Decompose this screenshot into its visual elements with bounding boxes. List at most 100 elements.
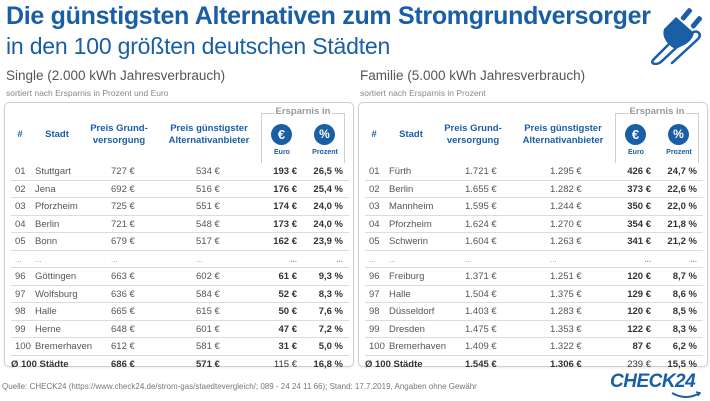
cell-grund-price: 1.624 € — [465, 218, 497, 230]
cell-alt-price: 534 € — [196, 166, 220, 177]
cell-rank: 98 — [369, 306, 380, 317]
cell-average-label: Ø 100 Städte — [365, 358, 423, 370]
cell-rank: 01 — [15, 166, 26, 177]
cell-city: Bremerhaven — [35, 341, 93, 352]
cell-savings-euro: 426 € — [627, 166, 651, 177]
cell-city: Pforzheim — [35, 201, 78, 212]
cell-alt-price: 1.306 € — [550, 358, 582, 370]
cell-alt-price: 517 € — [196, 236, 220, 247]
table-row: 97 Wolfsburg 636 € 584 € 52 € 8,3 % — [11, 286, 349, 303]
cell-grund-price: 1.403 € — [465, 306, 497, 317]
cell-savings-euro: 50 € — [278, 306, 298, 317]
cell-savings-pct: 7,6 % — [318, 306, 343, 317]
euro-icon: € — [625, 124, 646, 145]
cell-city: Mannheim — [389, 201, 434, 212]
cell-savings-euro: 176 € — [273, 183, 297, 195]
cell-grund-price: 1.475 € — [465, 323, 497, 335]
cell-grund-price: 663 € — [111, 271, 135, 282]
table-row: 01 Stuttgart 727 € 534 € 193 € 26,5 % — [11, 163, 349, 181]
cell-savings-pct: 16,8 % — [313, 358, 343, 370]
cell-alt-price: 551 € — [196, 201, 220, 212]
col-header-euro: Euro — [274, 149, 290, 156]
cell-city: Halle — [389, 288, 411, 300]
cell-savings-pct: 22,0 % — [667, 201, 697, 212]
table-body: 01 Stuttgart 727 € 534 € 193 € 26,5 % 02 Jena 69… — [11, 163, 349, 373]
cell-rank: 100 — [15, 341, 31, 352]
cell-savings-pct: 23,9 % — [313, 236, 343, 247]
table-row: 03 Pforzheim 725 € 551 € 174 € 24,0 % — [11, 198, 349, 216]
percent-icon: % — [668, 124, 689, 145]
table-row: 02 Berlin 1.655 € 1.282 € 373 € 22,6 % — [365, 181, 703, 198]
table-row: 100 Bremerhaven 612 € 581 € 31 € 5,0 % — [11, 338, 349, 356]
table-row: 99 Herne 648 € 601 € 47 € 7,2 % — [11, 321, 349, 338]
col-header-num: # — [371, 129, 377, 140]
cell-savings-euro: 173 € — [273, 218, 297, 230]
cell-grund-price: 1.545 € — [465, 358, 497, 370]
cell-city: Berlin — [35, 218, 60, 230]
cell-grund-price: 725 € — [111, 201, 135, 212]
cell-savings-pct: 7,2 % — [318, 323, 343, 335]
cell-rank: 03 — [369, 201, 380, 212]
cell-savings-euro: 31 € — [278, 341, 298, 352]
cell-average-label: Ø 100 Städte — [11, 358, 69, 370]
cell-alt-price: 1.283 € — [550, 306, 582, 317]
cell-grund-price: 1.721 € — [465, 166, 497, 177]
table-row: 96 Göttingen 663 € 602 € 61 € 9,3 % — [11, 268, 349, 286]
cell-city: Bonn — [35, 236, 58, 247]
cell-savings-euro: 120 € — [627, 271, 651, 282]
cell-rank: 05 — [15, 236, 26, 247]
cell-rank: 100 — [369, 341, 385, 352]
familie-title: Familie (5.000 kWh Jahresverbrauch) — [360, 68, 586, 83]
familie-subtitle: sortiert nach Ersparnis in Prozent — [360, 88, 486, 98]
cell-savings-pct: 24,0 % — [313, 201, 343, 212]
cell-grund-price: 648 € — [111, 323, 135, 335]
source-note: Quelle: CHECK24 (https://www.check24.de/… — [2, 382, 477, 391]
table-row: 02 Jena 692 € 516 € 176 € 25,4 % — [11, 181, 349, 198]
familie-panel: Familie (5.000 kWh Jahresverbrauch) sort… — [358, 68, 710, 370]
table-row-average: Ø 100 Städte 686 € 571 € 115 € 16,8 % — [11, 356, 349, 374]
cell-alt-price: ... — [550, 254, 557, 264]
cell-savings-euro: 129 € — [627, 288, 651, 300]
cell-rank: 98 — [15, 306, 26, 317]
savings-group: Ersparnis in € % Euro Prozent — [615, 106, 699, 163]
plug-icon — [651, 8, 702, 65]
cell-grund-price: ... — [465, 254, 472, 264]
cell-rank: 99 — [369, 323, 380, 335]
table-row: 04 Berlin 721 € 548 € 173 € 24,0 % — [11, 216, 349, 233]
cell-grund-price: 721 € — [111, 218, 135, 230]
cell-savings-pct: 26,5 % — [313, 166, 343, 177]
cell-city: Dresden — [389, 323, 425, 335]
cell-savings-euro: 174 € — [273, 201, 297, 212]
cell-alt-price: 581 € — [196, 341, 220, 352]
cell-alt-price: 1.353 € — [550, 323, 582, 335]
savings-group: Ersparnis in € % Euro Prozent — [261, 106, 345, 163]
cell-savings-euro: 87 € — [632, 341, 652, 352]
savings-group-label: Ersparnis in — [627, 106, 687, 117]
cell-savings-pct: 24,7 % — [667, 166, 697, 177]
cell-alt-price: 548 € — [196, 218, 220, 230]
table-row-ellipsis: .................. — [365, 251, 703, 268]
cell-savings-euro: 373 € — [627, 183, 651, 195]
cell-city: ... — [389, 254, 396, 264]
cell-city: Bremerhaven — [389, 341, 447, 352]
cell-savings-pct: 8,7 % — [672, 271, 697, 282]
cell-savings-euro: 193 € — [273, 166, 297, 177]
cell-grund-price: 686 € — [111, 358, 135, 370]
cell-alt-price: 584 € — [196, 288, 220, 300]
table-body: 01 Fürth 1.721 € 1.295 € 426 € 24,7 % 02 Berlin… — [365, 163, 703, 373]
col-header-alt: Preis günstigster Alternativanbieter — [522, 123, 604, 146]
cell-savings-euro: ... — [290, 254, 297, 264]
col-header-pct: Prozent — [666, 149, 692, 156]
cell-savings-pct: 24,0 % — [313, 218, 343, 230]
cell-grund-price: 636 € — [111, 288, 135, 300]
cell-savings-euro: 115 € — [273, 358, 297, 370]
col-header-city: Stadt — [45, 129, 69, 140]
single-panel: Single (2.000 kWh Jahresverbrauch) sorti… — [4, 68, 356, 370]
col-header-grund: Preis Grund-versorgung — [90, 123, 148, 146]
cell-city: Düsseldorf — [389, 306, 435, 317]
table-header: # Stadt Preis Grund-versorgung Preis gün… — [359, 103, 707, 163]
cell-alt-price: 1.295 € — [550, 166, 582, 177]
cell-grund-price: 1.409 € — [465, 341, 497, 352]
cell-city: Fürth — [389, 166, 412, 177]
cell-savings-pct: 6,2 % — [672, 341, 697, 352]
